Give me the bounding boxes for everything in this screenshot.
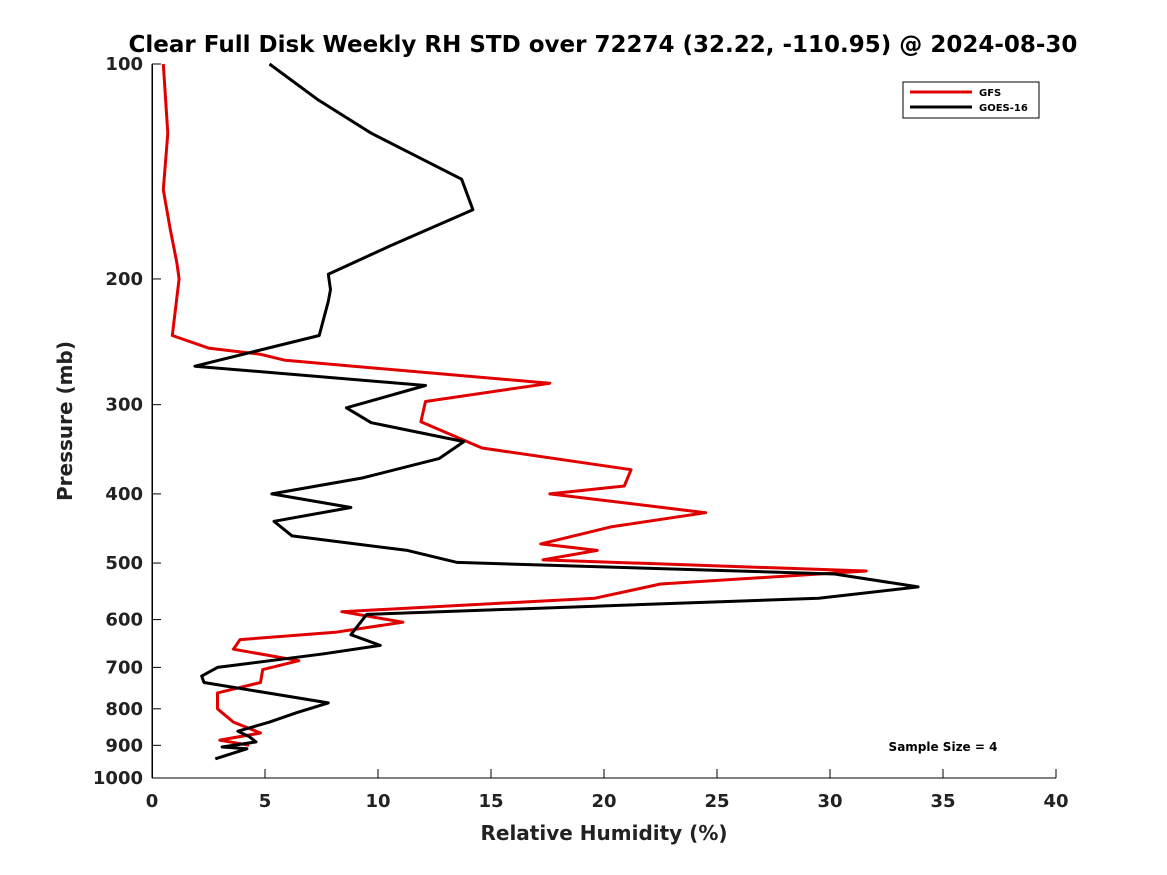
legend-box [902, 81, 1040, 119]
y-tick-label: 900 [105, 735, 143, 756]
y-tick-label: 800 [105, 699, 143, 720]
x-tick-label: 10 [365, 791, 390, 812]
series-line-goes-16 [193, 62, 920, 761]
chart-title: Clear Full Disk Weekly RH STD over 72274… [129, 32, 1078, 58]
series-line-gfs [161, 63, 868, 747]
x-axis: 0 5 10 15 20 25 30 35 40 [146, 769, 1069, 812]
y-tick-label: 400 [105, 484, 143, 505]
y-tick-label: 100 [105, 54, 143, 75]
y-tick-label: 200 [105, 269, 143, 290]
x-tick-label: 30 [817, 791, 842, 812]
sample-size-annotation: Sample Size = 4 [889, 740, 998, 754]
y-tick-label: 700 [105, 657, 143, 678]
x-tick-label: 25 [704, 791, 729, 812]
legend-label: GOES-16 [979, 103, 1028, 114]
x-tick-label: 40 [1043, 791, 1068, 812]
x-tick-label: 5 [259, 791, 272, 812]
y-tick-label: 600 [105, 610, 143, 631]
legend: GFS GOES-16 [902, 81, 1040, 119]
x-tick-label: 0 [146, 791, 159, 812]
x-tick-label: 20 [591, 791, 616, 812]
x-axis-label: Relative Humidity (%) [480, 821, 727, 845]
legend-label: GFS [979, 88, 1001, 99]
y-axis-label: Pressure (mb) [53, 341, 77, 501]
series-layer [161, 62, 920, 761]
y-tick-label: 1000 [93, 768, 143, 789]
y-axis: 100 200 300 400 500 600 700 800 900 1000 [93, 54, 161, 789]
y-tick-label: 300 [105, 395, 143, 416]
x-tick-label: 35 [930, 791, 955, 812]
x-tick-label: 15 [478, 791, 503, 812]
y-tick-label: 500 [105, 553, 143, 574]
plot-area-frame-left [152, 64, 153, 778]
